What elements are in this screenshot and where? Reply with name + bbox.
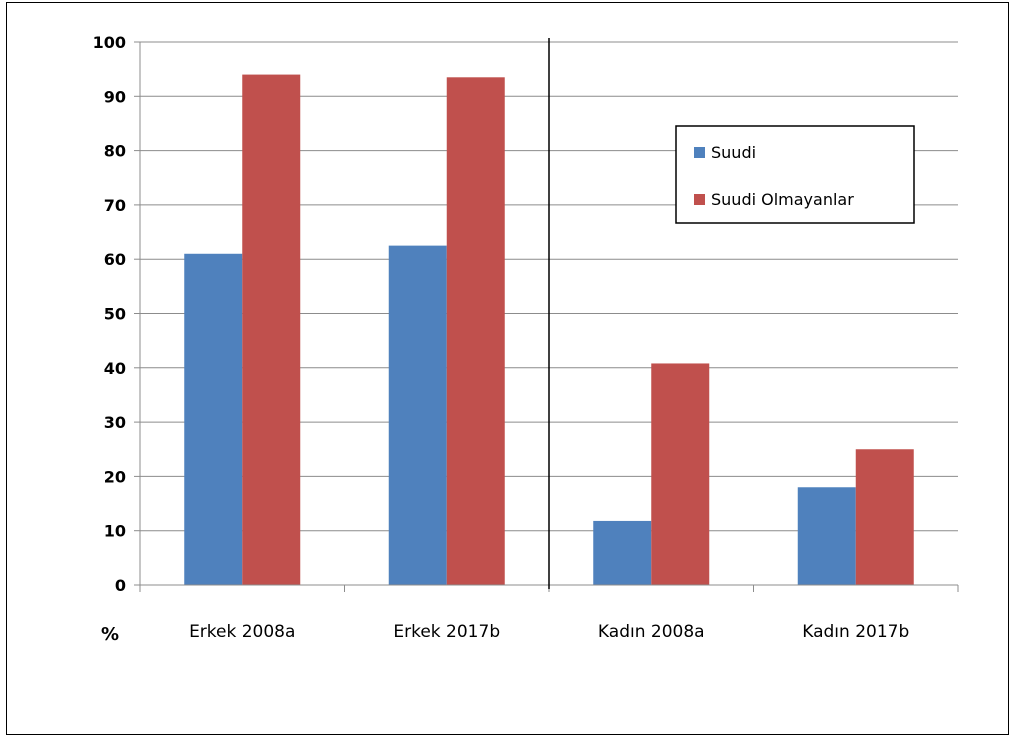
legend-label-suudi-olmayanlar: Suudi Olmayanlar bbox=[711, 190, 854, 209]
y-unit-label: % bbox=[101, 624, 119, 645]
y-tick-label: 10 bbox=[104, 522, 126, 541]
y-tick-label: 50 bbox=[104, 305, 126, 324]
legend: Suudi Suudi Olmayanlar bbox=[675, 125, 915, 224]
y-tick-label: 0 bbox=[115, 576, 126, 595]
y-tick-labels: 0 10 20 30 40 50 60 70 80 90 100 bbox=[93, 33, 126, 595]
x-tick-label: Kadın 2008a bbox=[598, 622, 705, 642]
y-tick-label: 70 bbox=[104, 196, 126, 215]
y-tick-label: 60 bbox=[104, 250, 126, 269]
bar bbox=[797, 487, 856, 585]
bar bbox=[855, 449, 914, 585]
y-tick-label: 30 bbox=[104, 413, 126, 432]
legend-swatch-suudi bbox=[694, 147, 705, 158]
legend-box bbox=[675, 125, 915, 224]
x-tick-label: Erkek 2017b bbox=[393, 622, 500, 642]
x-tick-label: Erkek 2008a bbox=[189, 622, 295, 642]
x-tick-label: Kadın 2017b bbox=[802, 622, 909, 642]
axes bbox=[134, 38, 959, 592]
y-tick-label: 20 bbox=[104, 467, 126, 486]
legend-label-suudi: Suudi bbox=[711, 143, 756, 162]
y-tick-label: 100 bbox=[93, 33, 126, 52]
bar bbox=[651, 363, 710, 585]
legend-swatch-suudi-olmayanlar bbox=[694, 194, 705, 205]
x-tick-labels: Erkek 2008a Erkek 2017b Kadın 2008a Kadın 2… bbox=[189, 622, 909, 642]
chart-frame bbox=[6, 2, 1009, 735]
bar bbox=[184, 253, 243, 585]
bar bbox=[242, 74, 301, 585]
y-tick-label: 40 bbox=[104, 359, 126, 378]
y-tick-label: 90 bbox=[104, 87, 126, 106]
bar bbox=[446, 77, 505, 586]
bar bbox=[593, 520, 652, 585]
bar bbox=[388, 245, 447, 585]
bars bbox=[184, 74, 914, 586]
y-tick-label: 80 bbox=[104, 142, 126, 161]
